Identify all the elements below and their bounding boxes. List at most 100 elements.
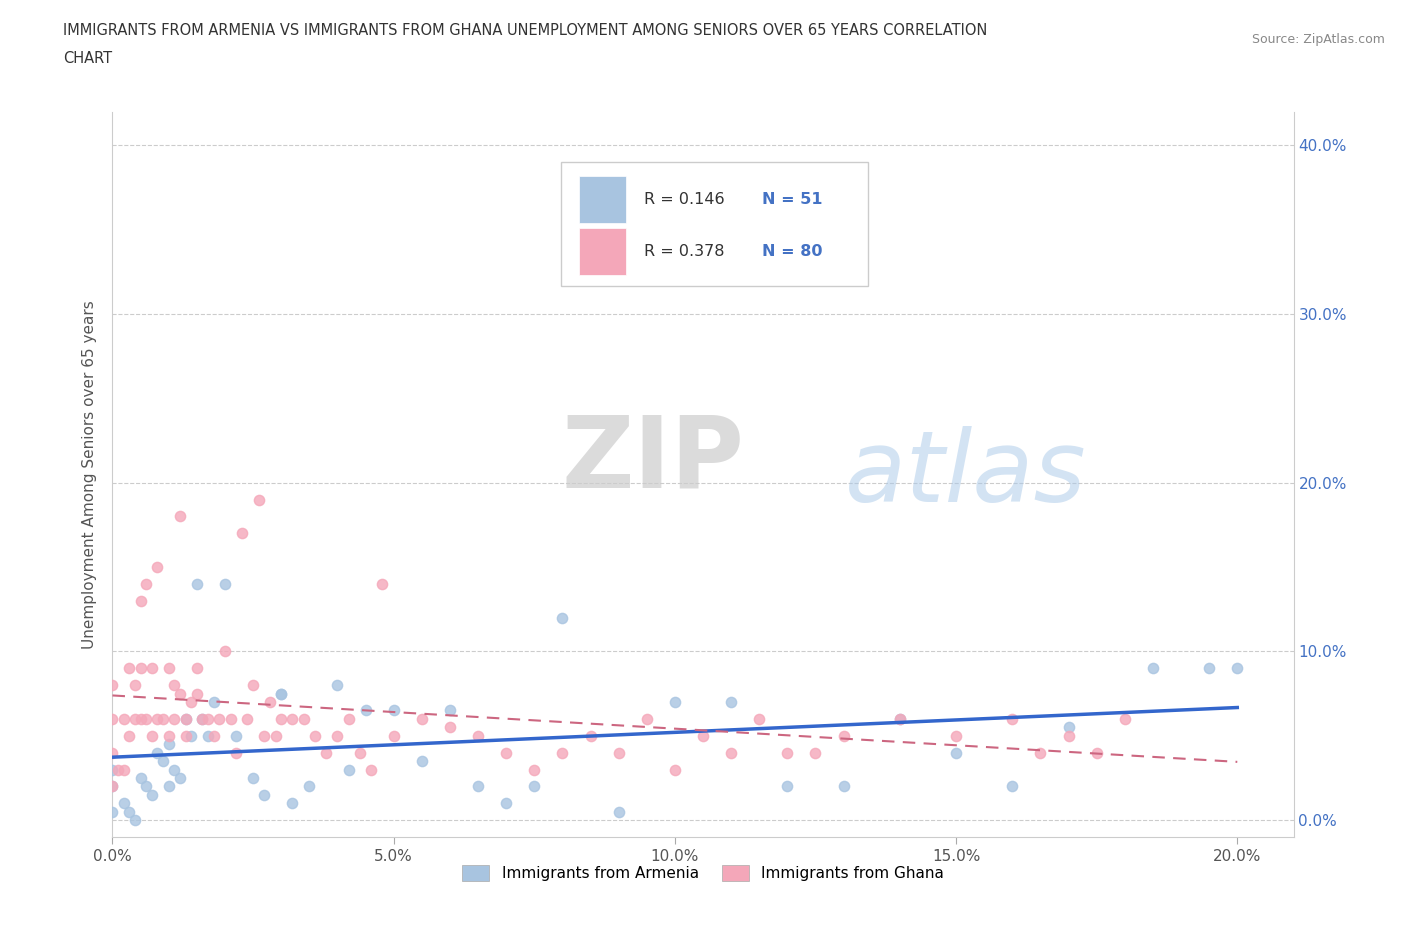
Point — [354, 703, 377, 718]
Text: R = 0.146: R = 0.146 — [644, 192, 724, 206]
Point — [832, 728, 855, 743]
Point — [889, 711, 911, 726]
Point — [270, 686, 292, 701]
Point — [141, 728, 163, 743]
Point — [304, 728, 326, 743]
Point — [107, 762, 129, 777]
Point — [197, 711, 219, 726]
Point — [315, 745, 337, 760]
Point — [118, 661, 141, 676]
Point — [1057, 728, 1080, 743]
Text: ZIP: ZIP — [561, 411, 744, 509]
Point — [349, 745, 371, 760]
Point — [439, 720, 461, 735]
Point — [1029, 745, 1052, 760]
Point — [832, 779, 855, 794]
Text: Source: ZipAtlas.com: Source: ZipAtlas.com — [1251, 33, 1385, 46]
Point — [270, 686, 292, 701]
Point — [551, 745, 574, 760]
Point — [129, 771, 152, 786]
Point — [101, 711, 124, 726]
Point — [174, 711, 197, 726]
Point — [135, 779, 157, 794]
Point — [579, 728, 602, 743]
Text: N = 80: N = 80 — [762, 244, 823, 259]
Point — [264, 728, 287, 743]
Point — [157, 661, 180, 676]
Point — [191, 711, 214, 726]
Point — [112, 762, 135, 777]
Point — [180, 728, 202, 743]
Point — [523, 779, 546, 794]
Point — [281, 711, 304, 726]
Point — [607, 804, 630, 819]
Point — [157, 728, 180, 743]
Point — [242, 771, 264, 786]
FancyBboxPatch shape — [561, 163, 869, 286]
Point — [720, 695, 742, 710]
Point — [124, 678, 146, 693]
Text: IMMIGRANTS FROM ARMENIA VS IMMIGRANTS FROM GHANA UNEMPLOYMENT AMONG SENIORS OVER: IMMIGRANTS FROM ARMENIA VS IMMIGRANTS FR… — [63, 23, 987, 38]
Point — [1198, 661, 1220, 676]
Point — [411, 711, 433, 726]
Point — [1001, 779, 1024, 794]
Point — [191, 711, 214, 726]
Point — [135, 577, 157, 591]
Point — [129, 711, 152, 726]
Point — [360, 762, 382, 777]
Text: R = 0.378: R = 0.378 — [644, 244, 724, 259]
Point — [202, 728, 225, 743]
Point — [551, 610, 574, 625]
Point — [101, 745, 124, 760]
Point — [292, 711, 315, 726]
Point — [174, 728, 197, 743]
Point — [197, 728, 219, 743]
Point — [169, 509, 191, 524]
Point — [169, 686, 191, 701]
Point — [326, 678, 349, 693]
Point — [186, 577, 208, 591]
Point — [495, 745, 517, 760]
Point — [174, 711, 197, 726]
Point — [157, 779, 180, 794]
Point — [141, 661, 163, 676]
Text: atlas: atlas — [845, 426, 1087, 523]
Point — [152, 711, 174, 726]
Point — [1226, 661, 1249, 676]
Point — [467, 728, 489, 743]
Point — [146, 560, 169, 575]
Point — [208, 711, 231, 726]
Point — [411, 753, 433, 768]
Point — [1114, 711, 1136, 726]
Point — [945, 745, 967, 760]
Point — [146, 745, 169, 760]
Point — [281, 796, 304, 811]
Point — [225, 745, 247, 760]
Point — [101, 678, 124, 693]
Point — [124, 813, 146, 828]
Point — [720, 745, 742, 760]
Point — [124, 711, 146, 726]
Point — [298, 779, 321, 794]
Point — [101, 804, 124, 819]
Point — [141, 788, 163, 803]
Point — [326, 728, 349, 743]
Legend: Immigrants from Armenia, Immigrants from Ghana: Immigrants from Armenia, Immigrants from… — [456, 859, 950, 887]
Point — [242, 678, 264, 693]
Point — [804, 745, 827, 760]
Point — [467, 779, 489, 794]
Point — [180, 695, 202, 710]
Point — [231, 525, 253, 540]
Point — [253, 788, 276, 803]
FancyBboxPatch shape — [579, 228, 626, 274]
Point — [101, 762, 124, 777]
Point — [1142, 661, 1164, 676]
Point — [270, 711, 292, 726]
Point — [157, 737, 180, 751]
Point — [1057, 720, 1080, 735]
Point — [101, 779, 124, 794]
Point — [146, 711, 169, 726]
Point — [748, 711, 770, 726]
Point — [118, 728, 141, 743]
Point — [186, 661, 208, 676]
